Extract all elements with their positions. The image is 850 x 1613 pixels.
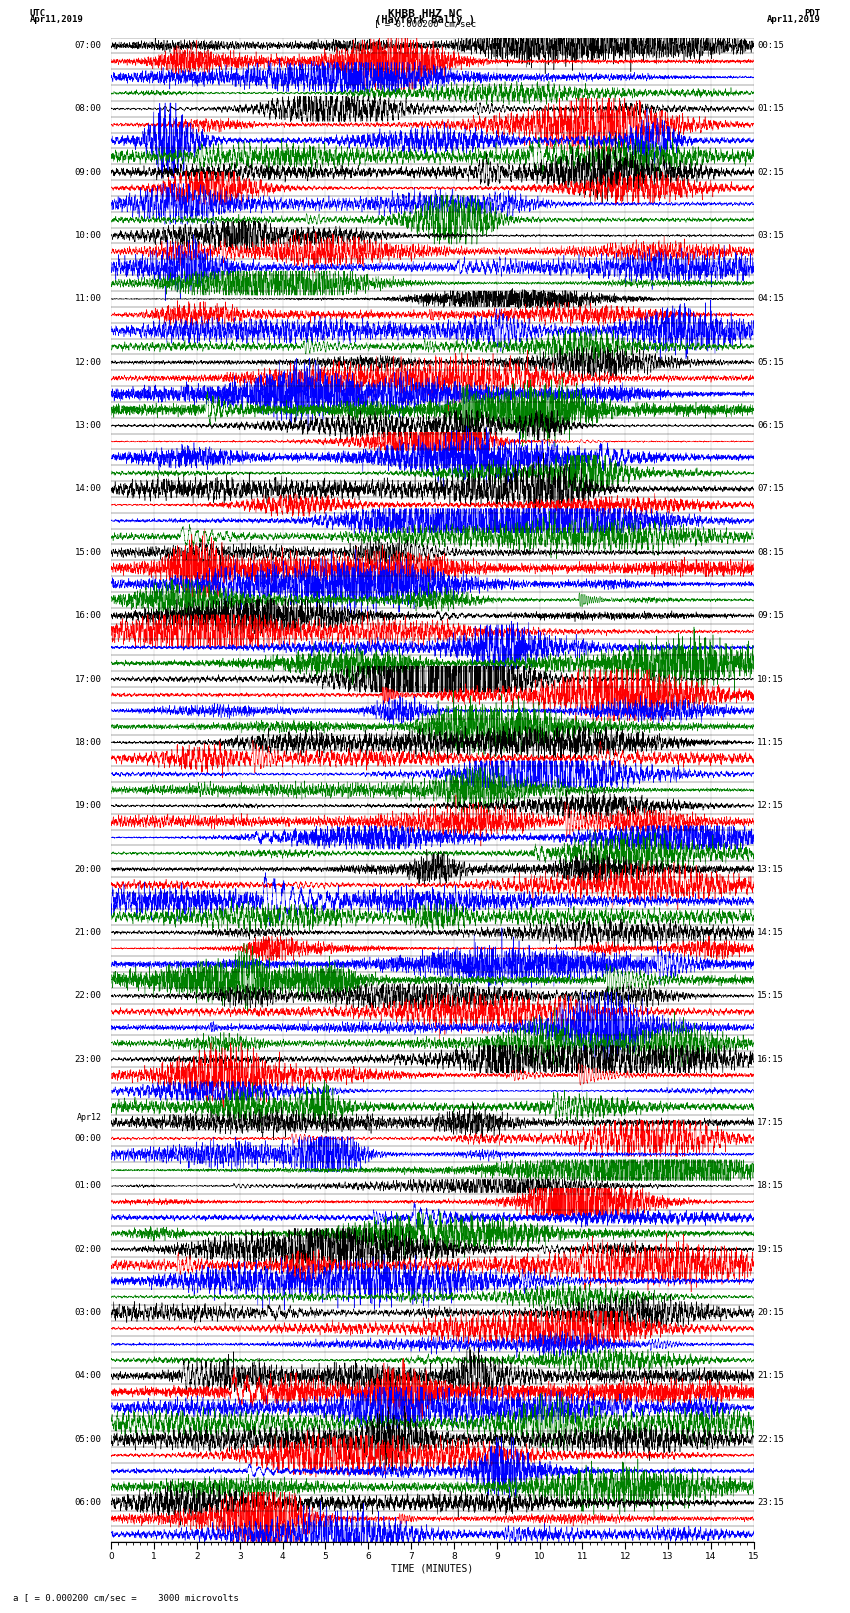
Text: 08:00: 08:00: [75, 105, 102, 113]
Text: 15:15: 15:15: [757, 992, 784, 1000]
Text: 04:15: 04:15: [757, 295, 784, 303]
Text: 04:00: 04:00: [75, 1371, 102, 1381]
Text: 21:15: 21:15: [757, 1371, 784, 1381]
Text: 00:00: 00:00: [75, 1134, 102, 1144]
Text: 19:00: 19:00: [75, 802, 102, 810]
Text: 19:15: 19:15: [757, 1245, 784, 1253]
Text: 05:15: 05:15: [757, 358, 784, 366]
Text: (Hayfork Bally ): (Hayfork Bally ): [375, 15, 475, 24]
Text: 16:15: 16:15: [757, 1055, 784, 1063]
Text: 23:00: 23:00: [75, 1055, 102, 1063]
Text: 23:15: 23:15: [757, 1498, 784, 1507]
Text: PDT: PDT: [804, 10, 820, 18]
Text: 18:00: 18:00: [75, 737, 102, 747]
Text: Apr11,2019: Apr11,2019: [30, 15, 83, 24]
Text: 11:15: 11:15: [757, 737, 784, 747]
Text: 22:15: 22:15: [757, 1436, 784, 1444]
Text: 22:00: 22:00: [75, 992, 102, 1000]
Text: 03:15: 03:15: [757, 231, 784, 240]
Text: 15:00: 15:00: [75, 548, 102, 556]
Text: 07:00: 07:00: [75, 40, 102, 50]
Text: 12:00: 12:00: [75, 358, 102, 366]
Text: 06:00: 06:00: [75, 1498, 102, 1507]
Text: 14:00: 14:00: [75, 484, 102, 494]
Text: 18:15: 18:15: [757, 1181, 784, 1190]
Text: 02:00: 02:00: [75, 1245, 102, 1253]
Text: 09:15: 09:15: [757, 611, 784, 621]
Text: 03:00: 03:00: [75, 1308, 102, 1318]
Text: 10:15: 10:15: [757, 674, 784, 684]
Text: 14:15: 14:15: [757, 927, 784, 937]
Text: 16:00: 16:00: [75, 611, 102, 621]
Text: UTC: UTC: [30, 10, 46, 18]
Text: Apr12: Apr12: [76, 1113, 102, 1121]
Text: 17:15: 17:15: [757, 1118, 784, 1127]
Text: 13:00: 13:00: [75, 421, 102, 431]
Text: 09:00: 09:00: [75, 168, 102, 177]
Text: 01:15: 01:15: [757, 105, 784, 113]
Text: 02:15: 02:15: [757, 168, 784, 177]
Text: 11:00: 11:00: [75, 295, 102, 303]
Text: 12:15: 12:15: [757, 802, 784, 810]
Text: KHBB HHZ NC: KHBB HHZ NC: [388, 10, 462, 19]
Text: a [ = 0.000200 cm/sec =    3000 microvolts: a [ = 0.000200 cm/sec = 3000 microvolts: [13, 1592, 239, 1602]
Text: 17:00: 17:00: [75, 674, 102, 684]
Text: 20:00: 20:00: [75, 865, 102, 874]
Text: 21:00: 21:00: [75, 927, 102, 937]
Text: 06:15: 06:15: [757, 421, 784, 431]
Text: 10:00: 10:00: [75, 231, 102, 240]
Text: 08:15: 08:15: [757, 548, 784, 556]
X-axis label: TIME (MINUTES): TIME (MINUTES): [391, 1565, 473, 1574]
Text: [ = 0.000200 cm/sec: [ = 0.000200 cm/sec: [374, 19, 476, 29]
Text: 00:15: 00:15: [757, 40, 784, 50]
Text: 01:00: 01:00: [75, 1181, 102, 1190]
Text: 05:00: 05:00: [75, 1436, 102, 1444]
Text: 07:15: 07:15: [757, 484, 784, 494]
Text: 13:15: 13:15: [757, 865, 784, 874]
Text: Apr11,2019: Apr11,2019: [767, 15, 820, 24]
Text: 20:15: 20:15: [757, 1308, 784, 1318]
